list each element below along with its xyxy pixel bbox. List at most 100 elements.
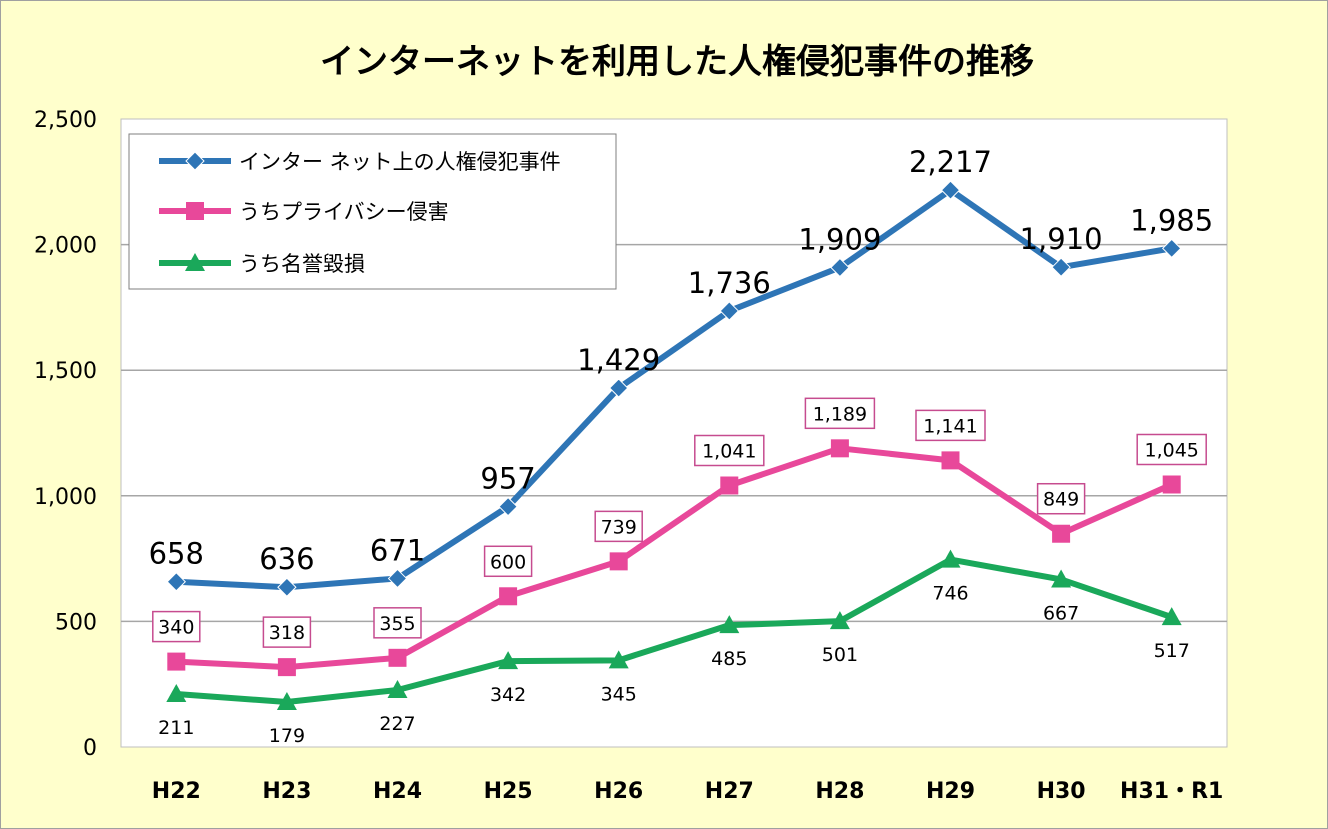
point-internet (940, 180, 961, 200)
legend-marker (185, 253, 205, 271)
data-label-box (915, 409, 986, 442)
data-label-defamation: 746 (932, 583, 968, 605)
point-privacy (167, 652, 186, 671)
data-label-internet: 1,909 (798, 222, 881, 256)
point-internet (1161, 238, 1182, 259)
data-label-box (804, 397, 876, 430)
data-label-box (1136, 433, 1207, 466)
x-tick-label: H23 (262, 779, 311, 804)
point-privacy (830, 439, 849, 458)
point-internet (387, 568, 408, 589)
data-label-defamation: 485 (711, 648, 747, 670)
series-line-privacy (173, 445, 1175, 671)
data-label-defamation: 342 (490, 684, 526, 706)
point-internet (719, 301, 740, 321)
data-label-internet: 636 (259, 542, 314, 576)
point-defamation (498, 651, 519, 670)
point-privacy (941, 451, 960, 470)
data-label-privacy: 340 (158, 617, 194, 639)
data-label-defamation: 179 (269, 725, 305, 747)
data-label-privacy: 849 (1043, 489, 1079, 511)
data-label-internet: 1,736 (688, 266, 771, 300)
data-label-box (262, 616, 312, 648)
data-label-privacy: 600 (490, 551, 526, 573)
y-tick-label: 1,500 (34, 359, 97, 384)
data-label-defamation: 211 (158, 717, 194, 739)
x-tick-label: H24 (373, 779, 422, 804)
point-defamation (940, 549, 961, 568)
data-label-internet: 1,429 (577, 343, 660, 377)
point-internet (498, 496, 518, 517)
y-axis: 0 500 1,000 1,500 2,000 2,500 (34, 108, 97, 761)
point-defamation (608, 650, 629, 669)
point-defamation (1051, 569, 1072, 588)
data-label-group: 340 318 355 600 739 1,041 1,189 1,141 849 1,045 (152, 397, 1207, 648)
point-defamation (829, 611, 850, 630)
data-label-privacy: 1,141 (923, 415, 977, 437)
data-label-internet: 1,910 (1020, 222, 1103, 256)
point-internet (1051, 257, 1071, 277)
data-label-privacy: 739 (601, 516, 637, 538)
series-group (167, 439, 1181, 677)
legend-marker (185, 151, 205, 171)
y-tick-label: 1,000 (34, 485, 97, 510)
data-label-privacy: 355 (379, 613, 415, 635)
data-label-internet: 671 (370, 533, 425, 567)
data-label-box (1036, 482, 1086, 515)
x-tick-label: H31・R1 (1120, 779, 1223, 804)
data-label-box (694, 434, 765, 467)
y-tick-label: 500 (55, 610, 97, 635)
x-tick-label: H29 (926, 779, 975, 804)
point-internet (830, 257, 850, 278)
data-label-box (594, 510, 643, 543)
point-privacy (720, 476, 739, 495)
data-label-defamation: 667 (1043, 602, 1079, 624)
point-defamation (387, 679, 408, 698)
data-label-group: 658 636 671 957 1,429 1,736 1,909 2,217 1,910 1,9… (149, 145, 1214, 576)
series-layer: 658 636 671 957 1,429 1,736 1,909 2,217 1,910 1,9… (149, 145, 1214, 747)
series-line-internet (173, 187, 1175, 591)
point-privacy (1162, 475, 1181, 494)
point-defamation (719, 615, 740, 634)
x-tick-label: H27 (705, 779, 754, 804)
data-label-group: 211 179 227 342 345 485 501 746 667 517 (158, 583, 1190, 747)
y-tick-label: 0 (83, 736, 97, 761)
data-label-internet: 1,985 (1130, 203, 1213, 237)
data-label-privacy: 1,041 (702, 441, 756, 463)
point-privacy (1052, 524, 1071, 543)
data-label-internet: 957 (480, 462, 535, 496)
point-privacy (388, 648, 407, 667)
data-label-defamation: 227 (379, 713, 415, 735)
legend-item-label: うち名誉毀損 (239, 252, 365, 276)
data-label-internet: 2,217 (909, 145, 992, 179)
point-privacy (277, 658, 296, 677)
data-label-defamation: 501 (822, 644, 858, 666)
x-tick-label: H26 (594, 779, 643, 804)
data-label-box (373, 607, 422, 639)
data-label-privacy: 1,189 (813, 403, 867, 425)
point-internet (277, 577, 297, 597)
chart-title: インターネットを利用した人権侵犯事件の推移 (320, 42, 1034, 82)
x-tick-label: H28 (815, 779, 864, 804)
legend-marker (186, 202, 204, 220)
point-privacy (499, 587, 518, 606)
y-tick-label: 2,500 (34, 108, 97, 133)
point-internet (166, 572, 187, 592)
data-label-defamation: 517 (1154, 640, 1190, 662)
point-defamation (166, 683, 187, 702)
series-line-defamation (173, 556, 1175, 706)
legend-item-label: インター ネット上の人権侵犯事件 (239, 150, 561, 174)
data-label-privacy: 318 (269, 622, 305, 644)
data-label-defamation: 345 (601, 683, 637, 705)
point-privacy (609, 552, 628, 571)
series-group (166, 180, 1182, 597)
data-label-privacy: 1,045 (1144, 439, 1198, 461)
legend-item-label: うちプライバシー侵害 (239, 200, 449, 224)
point-internet (608, 378, 629, 398)
point-defamation (1161, 607, 1182, 626)
x-tick-label: H25 (484, 779, 533, 804)
x-tick-label: H22 (152, 779, 201, 804)
